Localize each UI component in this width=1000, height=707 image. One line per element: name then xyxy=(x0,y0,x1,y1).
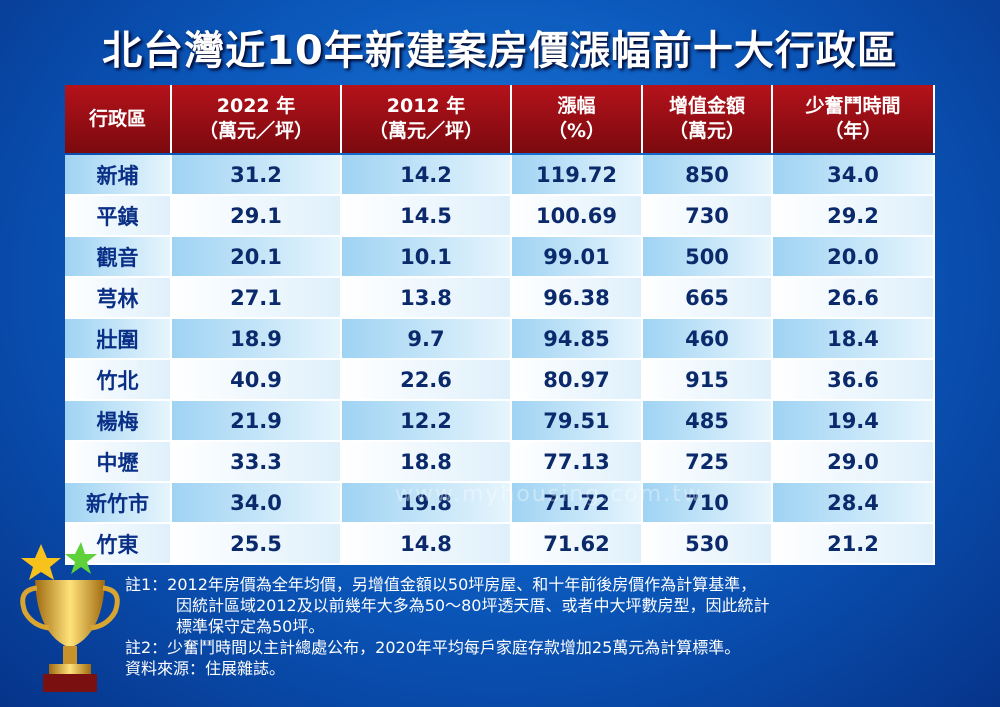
header-text: （年） xyxy=(824,120,882,142)
table-cell: 71.72 xyxy=(512,483,643,524)
table-cell: 530 xyxy=(643,524,773,565)
table-cell: 31.2 xyxy=(172,155,342,196)
table-cell: 20.0 xyxy=(773,237,935,278)
table-cell: 27.1 xyxy=(172,278,342,319)
table-cell: 850 xyxy=(643,155,773,196)
table-cell: 29.0 xyxy=(773,442,935,483)
table-cell: 94.85 xyxy=(512,319,643,360)
table-cell: 36.6 xyxy=(773,360,935,401)
table-cell: 119.72 xyxy=(512,155,643,196)
table-cell: 觀音 xyxy=(65,237,172,278)
notes: 註1：2012年房價為全年均價，另增值金額以50坪房屋、和十年前後房價作為計算基… xyxy=(125,574,769,679)
header-text: 2012 年 xyxy=(386,95,466,117)
header-text: （萬元／坪） xyxy=(198,120,313,142)
note-line: 資料來源：住展雜誌。 xyxy=(125,659,286,678)
table-cell: 14.8 xyxy=(342,524,512,565)
table-cell: 99.01 xyxy=(512,237,643,278)
table-cell: 80.97 xyxy=(512,360,643,401)
table-cell: 18.4 xyxy=(773,319,935,360)
table-cell: 19.4 xyxy=(773,401,935,442)
trophy-icon xyxy=(20,542,120,692)
table-cell: 中壢 xyxy=(65,442,172,483)
header-text: （萬元／坪） xyxy=(368,120,483,142)
header-cell: 2012 年 （萬元／坪） xyxy=(342,85,512,153)
table-cell: 25.5 xyxy=(172,524,342,565)
header-cell: 漲幅 （%） xyxy=(512,85,643,153)
table-cell: 13.8 xyxy=(342,278,512,319)
header-text: 少奮鬥時間 xyxy=(805,95,901,117)
table-cell: 710 xyxy=(643,483,773,524)
table-cell: 34.0 xyxy=(773,155,935,196)
table-cell: 100.69 xyxy=(512,196,643,237)
header-text: 增值金額 xyxy=(668,95,745,117)
table-cell: 79.51 xyxy=(512,401,643,442)
table-cell: 14.2 xyxy=(342,155,512,196)
table-cell: 22.6 xyxy=(342,360,512,401)
table-cell: 12.2 xyxy=(342,401,512,442)
table-cell: 96.38 xyxy=(512,278,643,319)
table-cell: 20.1 xyxy=(172,237,342,278)
table-cell: 40.9 xyxy=(172,360,342,401)
table-cell: 9.7 xyxy=(342,319,512,360)
table-cell: 730 xyxy=(643,196,773,237)
table-cell: 18.8 xyxy=(342,442,512,483)
header-text: 行政區 xyxy=(88,107,146,130)
note-line: 因統計區域2012及以前幾年大多為50～80坪透天厝、或者中大坪數房型，因此統計 xyxy=(176,596,770,615)
header-text: （%） xyxy=(547,120,606,142)
table-cell: 71.62 xyxy=(512,524,643,565)
table-cell: 665 xyxy=(643,278,773,319)
note-line: 註2：少奮鬥時間以主計總處公布，2020年平均每戶家庭存款增加25萬元為計算標準… xyxy=(125,638,741,657)
note-line: 註1：2012年房價為全年均價，另增值金額以50坪房屋、和十年前後房價作為計算基… xyxy=(125,575,757,594)
table-cell: 新埔 xyxy=(65,155,172,196)
table-cell: 500 xyxy=(643,237,773,278)
table-cell: 33.3 xyxy=(172,442,342,483)
header-cell: 增值金額 （萬元） xyxy=(643,85,773,153)
note-line: 標準保守定為50坪。 xyxy=(176,617,325,636)
table-cell: 壯圍 xyxy=(65,319,172,360)
table-cell: 460 xyxy=(643,319,773,360)
table-cell: 平鎮 xyxy=(65,196,172,237)
table-cell: 21.9 xyxy=(172,401,342,442)
watermark: www.myhousing.com.tw xyxy=(395,482,703,507)
table-cell: 34.0 xyxy=(172,483,342,524)
table-cell: 芎林 xyxy=(65,278,172,319)
table-cell: 14.5 xyxy=(342,196,512,237)
title: 北台灣近10年新建案房價漲幅前十大行政區 xyxy=(102,28,898,74)
table-cell: 29.1 xyxy=(172,196,342,237)
table-cell: 725 xyxy=(643,442,773,483)
header-cell: 少奮鬥時間 （年） xyxy=(773,85,935,153)
header-cell: 行政區 xyxy=(65,85,172,153)
table-cell: 77.13 xyxy=(512,442,643,483)
table-cell: 26.6 xyxy=(773,278,935,319)
table-cell: 29.2 xyxy=(773,196,935,237)
header-text: 漲幅 xyxy=(557,95,596,117)
table-cell: 19.8 xyxy=(342,483,512,524)
table-cell: 485 xyxy=(643,401,773,442)
table-cell: 18.9 xyxy=(172,319,342,360)
table-cell: 新竹市 xyxy=(65,483,172,524)
table-cell: 10.1 xyxy=(342,237,512,278)
table-cell: 28.4 xyxy=(773,483,935,524)
table-cell: 915 xyxy=(643,360,773,401)
table-cell: 21.2 xyxy=(773,524,935,565)
header-text: 2022 年 xyxy=(216,95,296,117)
header-cell: 2022 年 （萬元／坪） xyxy=(172,85,342,153)
header-text: （萬元） xyxy=(668,120,745,142)
table-cell: 竹北 xyxy=(65,360,172,401)
table-cell: 楊梅 xyxy=(65,401,172,442)
